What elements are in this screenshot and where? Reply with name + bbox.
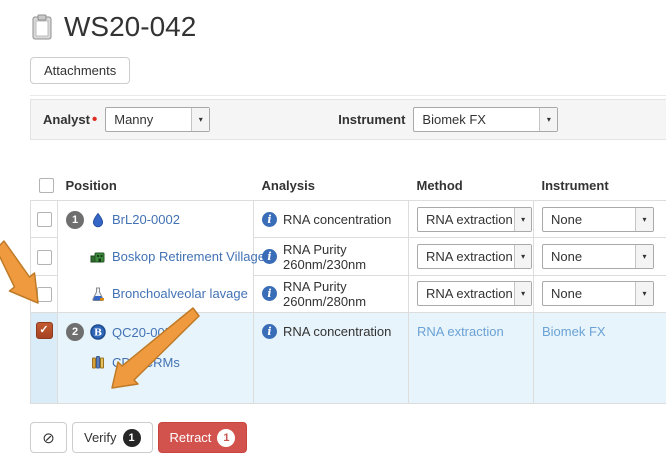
row-checkbox[interactable] [37,287,52,302]
instrument-row-select[interactable]: None ▾ [542,207,654,232]
chevron-down-icon: ▾ [514,245,531,268]
analysis-name: RNA concentration [283,324,391,339]
sample-id-line: 2 B QC20-005 [58,317,253,347]
verify-button[interactable]: Verify 1 [72,422,153,453]
ban-icon: ⊘ [42,429,55,447]
position-badge: 2 [66,323,84,341]
table-row: 1 BrL20-0002 [31,201,666,238]
sample-droplet-icon [90,212,106,228]
chevron-down-icon: ▾ [514,208,531,231]
badge-spacer [66,285,84,303]
select-all-checkbox[interactable] [39,178,54,193]
info-icon[interactable]: i [262,286,277,301]
instrument-row-select-value: None [543,286,590,301]
chevron-down-icon: ▾ [191,108,209,131]
method-select[interactable]: RNA extraction ▾ [417,281,532,306]
instrument-row-select[interactable]: None ▾ [542,281,654,306]
worksheet-clipboard-icon [30,13,54,41]
qc-sample-link[interactable]: QC20-005 [112,325,172,340]
position-cell: 1 BrL20-0002 [58,201,254,313]
sample-type-flask-icon [90,286,106,302]
reference-link[interactable]: CDC CRMs [112,355,180,370]
unassign-button[interactable]: ⊘ [30,422,67,453]
instrument-field: Instrument Biomek FX ▾ [338,107,558,132]
row-checkbox-checked[interactable]: ✓ [36,322,53,339]
column-header-analysis: Analysis [254,170,409,201]
column-header-position: Position [58,170,254,201]
client-line: Boskop Retirement Village [58,238,253,275]
instrument-value-text: Biomek FX [542,324,606,339]
method-select-value: RNA extraction [418,286,514,301]
row-checkbox[interactable] [37,250,52,265]
badge-spacer [66,248,84,266]
worksheet-analyses-table: Position Analysis Method Instrument 1 Br… [30,170,666,404]
column-header-instrument: Instrument [534,170,666,201]
svg-text:B: B [94,328,102,339]
sample-type-link[interactable]: Bronchoalveolar lavage [112,286,248,301]
verify-count-badge: 1 [123,429,141,447]
chevron-down-icon: ▾ [635,208,653,231]
chevron-down-icon: ▾ [514,282,531,305]
chevron-down-icon: ▾ [635,282,653,305]
client-link[interactable]: Boskop Retirement Village [112,249,265,264]
column-header-method: Method [409,170,534,201]
badge-spacer [66,353,84,371]
method-select[interactable]: RNA extraction ▾ [417,207,532,232]
page-title: WS20-042 [64,11,196,43]
table-header-row: Position Analysis Method Instrument [31,170,666,201]
retract-button-label: Retract [170,430,212,445]
header-divider [30,95,666,96]
retract-count-badge: 1 [217,429,235,447]
info-icon[interactable]: i [262,249,277,264]
analyst-select[interactable]: Manny ▾ [105,107,210,132]
instrument-select-value: Biomek FX [414,112,494,127]
position-badge: 1 [66,211,84,229]
title-row: WS20-042 [30,8,666,46]
action-buttons-bar: ⊘ Verify 1 Retract 1 [30,422,666,453]
instrument-select[interactable]: Biomek FX ▾ [413,107,558,132]
sample-link[interactable]: BrL20-0002 [112,212,180,227]
chevron-down-icon: ▾ [635,245,653,268]
method-value-text: RNA extraction [417,324,504,339]
reference-line: CDC CRMs [58,347,253,377]
verify-button-label: Verify [84,430,117,445]
analyst-field: Analyst• Manny ▾ [43,107,210,132]
worksheet-form-bar: Analyst• Manny ▾ Instrument Biomek FX ▾ [30,99,666,140]
method-select-value: RNA extraction [418,249,514,264]
qc-blank-icon: B [90,324,106,340]
table-row-selected: ✓ 2 B QC20-005 [31,313,666,404]
method-select-value: RNA extraction [418,212,514,227]
row-checkbox[interactable] [37,212,52,227]
retract-button[interactable]: Retract 1 [158,422,248,453]
chevron-down-icon: ▾ [539,108,557,131]
instrument-row-select[interactable]: None ▾ [542,244,654,269]
instrument-label: Instrument [338,112,405,127]
analyst-select-value: Manny [106,112,161,127]
position-cell: 2 B QC20-005 [58,313,254,404]
instrument-row-select-value: None [543,212,590,227]
info-icon[interactable]: i [262,324,277,339]
sample-type-line: Bronchoalveolar lavage [58,275,253,312]
attachments-button[interactable]: Attachments [30,57,130,84]
required-icon: • [92,111,97,128]
analyst-label: Analyst• [43,112,97,127]
sample-id-line: 1 BrL20-0002 [58,201,253,238]
analysis-name: RNA concentration [283,212,391,227]
reference-crm-icon [90,354,106,370]
info-icon[interactable]: i [262,212,277,227]
instrument-row-select-value: None [543,249,590,264]
analysis-name: RNA Purity 260nm/230nm [283,242,400,272]
analysis-name: RNA Purity 260nm/280nm [283,279,400,309]
client-icon [90,249,106,265]
method-select[interactable]: RNA extraction ▾ [417,244,532,269]
